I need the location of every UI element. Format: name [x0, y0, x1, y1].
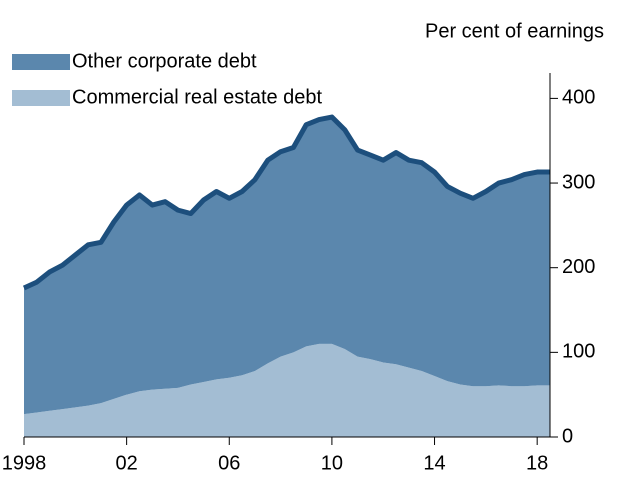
x-tick-label: 14: [423, 452, 445, 474]
y-tick-label: 200: [562, 256, 595, 278]
y-tick-label: 300: [562, 171, 595, 193]
axis-unit-label: Per cent of earnings: [425, 20, 604, 42]
x-tick-label: 02: [116, 452, 138, 474]
x-tick-label: 1998: [2, 452, 47, 474]
legend-swatch: [12, 90, 70, 106]
y-tick-label: 0: [562, 425, 573, 447]
legend-label: Other corporate debt: [72, 50, 257, 72]
y-tick-label: 100: [562, 341, 595, 363]
x-tick-label: 10: [321, 452, 343, 474]
area: [24, 117, 550, 415]
y-tick-label: 400: [562, 87, 595, 109]
legend-label: Commercial real estate debt: [72, 86, 323, 108]
x-tick-label: 18: [526, 452, 548, 474]
total-line: [22, 114, 550, 291]
x-tick-label: 06: [218, 452, 240, 474]
legend-swatch: [12, 54, 70, 70]
area: [24, 343, 550, 437]
